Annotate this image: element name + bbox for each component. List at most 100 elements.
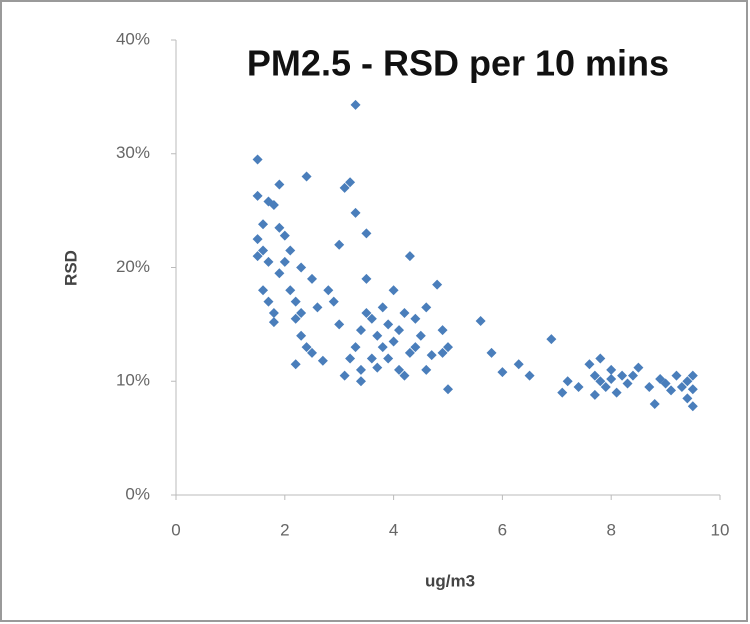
data-point — [307, 347, 317, 358]
data-point — [355, 364, 366, 375]
data-point — [394, 364, 405, 375]
y-tick-label: 10% — [116, 371, 150, 390]
data-point — [443, 384, 453, 395]
data-point — [437, 325, 448, 336]
data-point — [301, 171, 312, 182]
data-point — [633, 362, 644, 373]
data-point — [252, 234, 263, 245]
data-point — [671, 370, 682, 381]
x-tick-label: 6 — [498, 520, 507, 539]
x-tick-label: 4 — [389, 520, 398, 539]
data-point — [682, 376, 693, 387]
data-point — [355, 325, 366, 336]
data-point — [589, 370, 600, 381]
data-point — [366, 313, 377, 324]
data-point — [377, 342, 388, 353]
data-point — [644, 381, 655, 392]
data-point — [649, 399, 660, 409]
data-point — [404, 347, 415, 358]
data-point — [388, 285, 399, 296]
data-point — [285, 285, 296, 296]
data-point — [486, 347, 497, 358]
data-point — [285, 245, 296, 256]
data-point — [345, 177, 356, 188]
data-point — [258, 219, 269, 230]
data-point — [383, 319, 394, 330]
data-point — [676, 381, 687, 392]
data-point — [290, 296, 301, 307]
data-point — [334, 319, 345, 330]
data-point — [372, 362, 383, 373]
data-point — [334, 239, 345, 250]
data-point — [323, 285, 334, 296]
data-point — [350, 99, 361, 110]
data-point — [611, 387, 622, 398]
data-point — [421, 302, 432, 313]
data-point — [595, 376, 606, 387]
x-tick-label: 2 — [280, 520, 289, 539]
data-point — [497, 367, 508, 378]
data-point — [399, 370, 410, 381]
data-point — [524, 370, 535, 381]
data-point — [383, 353, 394, 364]
data-point — [339, 370, 350, 381]
data-point — [475, 315, 486, 326]
data-point — [546, 334, 557, 345]
data-point — [410, 313, 421, 324]
data-point — [290, 359, 301, 370]
data-point — [345, 353, 356, 364]
y-axis-label: RSD — [61, 250, 80, 286]
data-point — [622, 378, 633, 389]
chart-title: PM2.5 - RSD per 10 mins — [247, 43, 669, 84]
data-point — [388, 336, 399, 347]
data-point — [339, 182, 350, 193]
data-point — [606, 364, 617, 375]
data-point — [627, 370, 638, 381]
data-point — [573, 381, 584, 392]
data-point — [415, 330, 426, 341]
data-point — [687, 370, 698, 381]
data-point — [687, 384, 698, 395]
y-tick-label: 40% — [116, 29, 150, 48]
data-point — [361, 228, 372, 239]
data-point — [350, 342, 361, 353]
data-point — [274, 222, 285, 233]
data-point — [437, 347, 448, 358]
data-point — [274, 179, 285, 190]
y-tick-label: 0% — [125, 484, 150, 503]
x-tick-label: 10 — [711, 520, 730, 539]
data-point — [296, 330, 307, 341]
data-point — [513, 359, 524, 370]
data-point — [372, 330, 383, 341]
data-point — [279, 256, 290, 267]
data-point — [258, 285, 269, 296]
data-point — [421, 364, 432, 375]
data-point — [263, 296, 274, 307]
data-point — [328, 296, 339, 307]
data-point — [350, 207, 361, 218]
x-tick-label: 0 — [171, 520, 180, 539]
data-point — [263, 196, 274, 207]
x-tick-label: 8 — [606, 520, 615, 539]
data-point — [361, 308, 372, 318]
data-point — [432, 279, 443, 290]
data-point — [312, 302, 323, 313]
data-point — [252, 251, 263, 262]
data-point — [301, 342, 312, 353]
data-point — [399, 308, 410, 318]
data-point — [584, 359, 595, 370]
y-tick-label: 20% — [116, 257, 150, 276]
data-point — [317, 355, 328, 366]
data-point — [252, 154, 263, 165]
x-axis-label: ug/m3 — [425, 571, 475, 590]
data-point — [279, 230, 290, 241]
data-point — [666, 385, 677, 396]
data-point — [263, 256, 274, 267]
data-point — [274, 268, 285, 279]
data-point — [443, 342, 453, 353]
data-point — [296, 262, 307, 273]
data-point — [377, 302, 388, 313]
